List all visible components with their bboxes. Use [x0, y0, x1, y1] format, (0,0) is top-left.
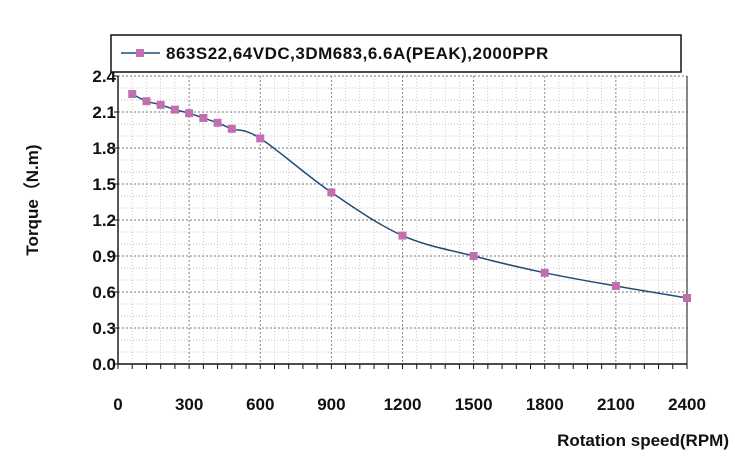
y-tick-labels: 0.00.30.60.91.21.51.82.12.4: [92, 67, 116, 374]
y-tick-label: 1.8: [92, 139, 116, 158]
data-point-marker: [170, 105, 179, 114]
y-tick-label: 1.5: [92, 175, 116, 194]
data-point-marker: [256, 134, 265, 143]
data-point-marker: [142, 97, 151, 106]
legend: 863S22,64VDC,3DM683,6.6A(PEAK),2000PPR: [110, 34, 682, 73]
y-tick-label: 0.0: [92, 355, 116, 374]
data-point-marker: [540, 268, 549, 277]
y-tick-label: 0.3: [92, 319, 116, 338]
data-point-marker: [469, 252, 478, 260]
legend-marker-sample: [136, 49, 144, 57]
x-tick-label: 300: [175, 395, 203, 414]
data-point-marker: [611, 282, 620, 290]
legend-box: [110, 34, 682, 73]
y-axis-title: Torque（N.m): [22, 144, 42, 255]
data-point-marker: [185, 109, 194, 118]
data-point-marker: [683, 294, 691, 302]
y-tick-label: 1.2: [92, 211, 116, 230]
data-point-marker: [128, 90, 137, 98]
y-tick-label: 0.6: [92, 283, 116, 302]
x-tick-label: 1200: [384, 395, 422, 414]
x-tick-label: 900: [317, 395, 345, 414]
data-point-marker: [227, 124, 236, 133]
x-tick-labels: 0 300 600 900 1200 1500 1800 2100 2400: [113, 395, 706, 414]
x-tick-label: 2400: [668, 395, 706, 414]
legend-series-label: 863S22,64VDC,3DM683,6.6A(PEAK),2000PPR: [166, 44, 549, 63]
axes: [114, 75, 688, 369]
data-point-marker: [199, 114, 208, 122]
data-point-marker: [213, 118, 222, 127]
y-tick-label: 2.1: [92, 103, 116, 122]
data-point-marker: [398, 231, 407, 240]
x-tick-label: 0: [113, 395, 122, 414]
x-axis-title: Rotation speed(RPM): [557, 431, 729, 450]
x-tick-label: 1500: [455, 395, 493, 414]
data-point-marker: [156, 100, 165, 109]
series-plot: [128, 90, 691, 302]
series-line: [131, 93, 688, 299]
y-tick-label: 0.9: [92, 247, 116, 266]
x-tick-label: 600: [246, 395, 274, 414]
x-tick-label: 1800: [526, 395, 564, 414]
data-point-marker: [327, 188, 336, 197]
x-tick-label: 2100: [597, 395, 635, 414]
